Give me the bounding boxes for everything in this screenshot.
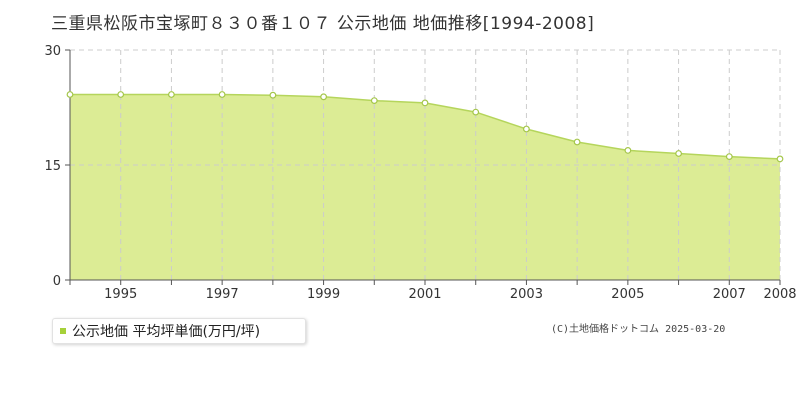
legend: 公示地価 平均坪単価(万円/坪) (52, 318, 306, 344)
data-point (370, 97, 378, 104)
x-tick-label: 2007 (713, 287, 746, 302)
data-point (573, 138, 581, 146)
data-point (218, 91, 226, 98)
x-tick-label: 2008 (763, 287, 796, 302)
legend-label: 公示地価 平均坪単価(万円/坪) (72, 324, 261, 340)
data-point (523, 125, 530, 133)
chart-title: 三重県松阪市宝塚町８３０番１０７ 公示地価 地価推移[1994-2008] (51, 14, 595, 34)
data-point (269, 91, 277, 99)
data-point (472, 108, 480, 116)
data-point (66, 91, 74, 98)
x-tick-label: 1995 (104, 287, 137, 302)
copyright-credit: (C)土地価格ドットコム 2025-03-20 (551, 324, 726, 335)
y-tick-label: 15 (44, 159, 61, 174)
x-tick-label: 2005 (611, 287, 644, 302)
y-tick-label: 30 (44, 44, 61, 59)
data-point (320, 93, 328, 101)
data-point (675, 150, 682, 157)
data-point (421, 99, 429, 107)
x-tick-label: 1999 (307, 287, 340, 302)
data-point (167, 91, 175, 98)
x-tick-label: 2003 (510, 287, 543, 302)
data-point (117, 91, 125, 98)
x-tick-label: 1997 (206, 287, 239, 302)
y-tick-label: 0 (53, 274, 61, 289)
x-tick-label: 2001 (408, 287, 441, 302)
data-point (624, 146, 632, 154)
data-point (776, 155, 784, 163)
legend-swatch (60, 328, 66, 334)
data-point (725, 153, 733, 161)
